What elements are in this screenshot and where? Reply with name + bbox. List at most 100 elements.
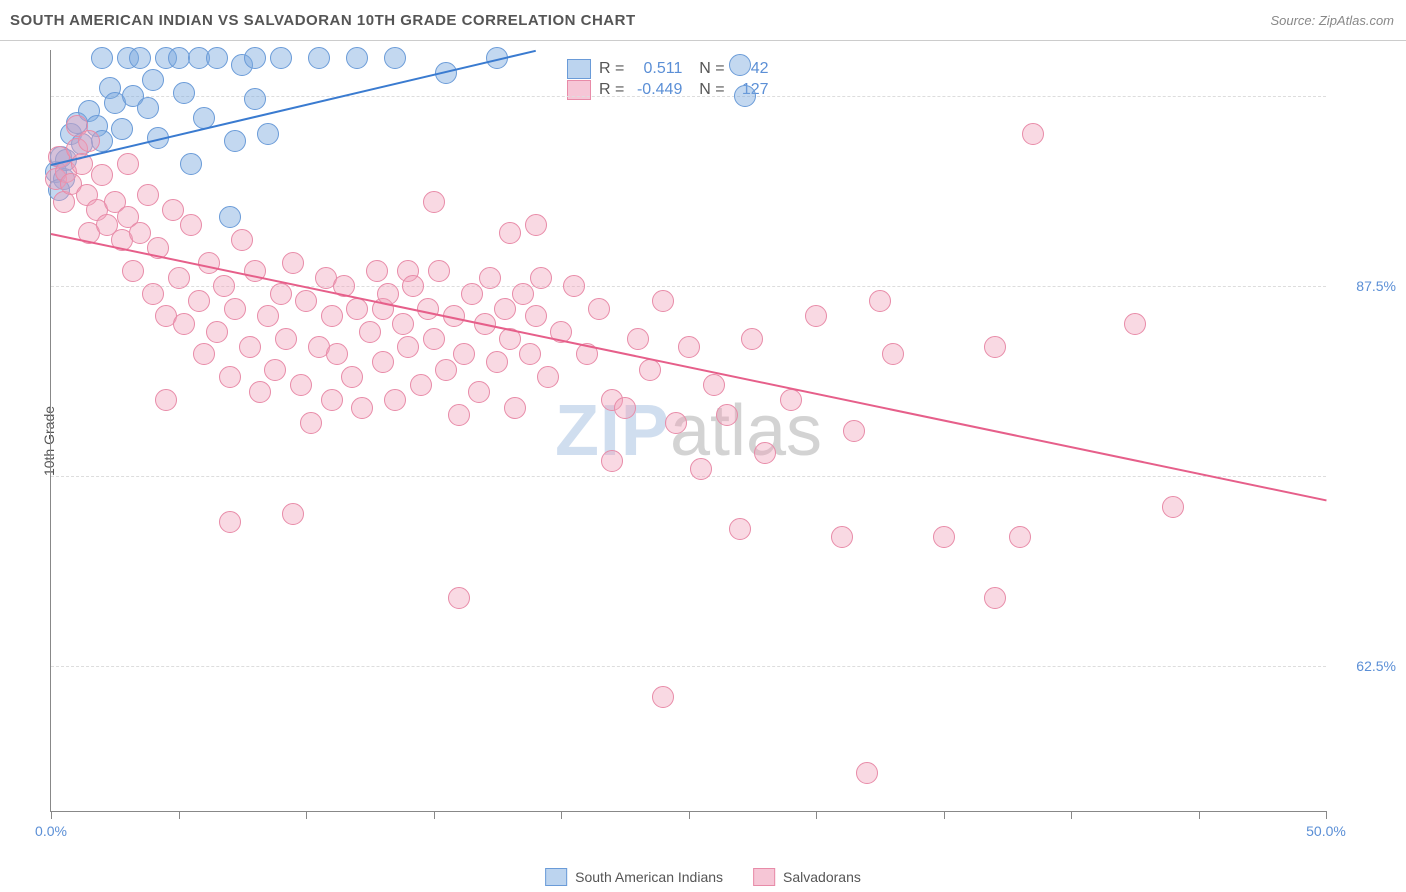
scatter-point	[729, 54, 751, 76]
scatter-point	[984, 587, 1006, 609]
scatter-point	[1162, 496, 1184, 518]
scatter-point	[244, 88, 266, 110]
scatter-point	[180, 153, 202, 175]
scatter-point	[428, 260, 450, 282]
scatter-point	[111, 118, 133, 140]
scatter-point	[264, 359, 286, 381]
scatter-point	[678, 336, 700, 358]
scatter-point	[402, 275, 424, 297]
scatter-point	[351, 397, 373, 419]
scatter-point	[219, 366, 241, 388]
scatter-point	[359, 321, 381, 343]
scatter-point	[308, 47, 330, 69]
x-tick	[306, 811, 307, 819]
scatter-point	[239, 336, 261, 358]
regression-line	[51, 233, 1326, 501]
scatter-point	[180, 214, 202, 236]
source-text: Source: ZipAtlas.com	[1270, 13, 1394, 28]
scatter-point	[137, 184, 159, 206]
stats-swatch	[567, 80, 591, 100]
scatter-point	[525, 305, 547, 327]
scatter-point	[193, 343, 215, 365]
legend-swatch	[545, 868, 567, 886]
scatter-point	[831, 526, 853, 548]
scatter-point	[882, 343, 904, 365]
scatter-point	[479, 267, 501, 289]
scatter-point	[734, 85, 756, 107]
scatter-point	[519, 343, 541, 365]
scatter-point	[219, 511, 241, 533]
scatter-point	[614, 397, 636, 419]
scatter-point	[856, 762, 878, 784]
scatter-point	[780, 389, 802, 411]
scatter-point	[869, 290, 891, 312]
scatter-point	[244, 47, 266, 69]
scatter-point	[461, 283, 483, 305]
gridline-h	[51, 96, 1326, 97]
scatter-point	[282, 252, 304, 274]
scatter-point	[525, 214, 547, 236]
scatter-point	[206, 47, 228, 69]
scatter-point	[198, 252, 220, 274]
scatter-point	[173, 313, 195, 335]
scatter-point	[117, 153, 139, 175]
scatter-point	[729, 518, 751, 540]
scatter-point	[423, 328, 445, 350]
scatter-point	[843, 420, 865, 442]
legend-label: South American Indians	[575, 869, 723, 885]
scatter-point	[468, 381, 490, 403]
scatter-point	[384, 389, 406, 411]
scatter-point	[410, 374, 432, 396]
x-tick	[434, 811, 435, 819]
stats-r-label: R =	[599, 60, 624, 78]
scatter-point	[652, 290, 674, 312]
gridline-h	[51, 286, 1326, 287]
scatter-point	[155, 389, 177, 411]
scatter-point	[224, 130, 246, 152]
x-tick	[816, 811, 817, 819]
scatter-point	[300, 412, 322, 434]
scatter-point	[741, 328, 763, 350]
x-tick	[1326, 811, 1327, 819]
scatter-point	[423, 191, 445, 213]
scatter-point	[321, 305, 343, 327]
scatter-point	[282, 503, 304, 525]
gridline-h	[51, 476, 1326, 477]
scatter-point	[188, 290, 210, 312]
chart-title: SOUTH AMERICAN INDIAN VS SALVADORAN 10TH…	[10, 12, 636, 29]
scatter-point	[129, 222, 151, 244]
scatter-point	[168, 47, 190, 69]
stats-r-value: 0.511	[632, 60, 682, 78]
scatter-point	[494, 298, 516, 320]
scatter-point	[397, 336, 419, 358]
scatter-point	[453, 343, 475, 365]
scatter-point	[321, 389, 343, 411]
plot-area: ZIPatlas R =0.511 N =42R =-0.449 N =127 …	[50, 50, 1326, 812]
scatter-point	[295, 290, 317, 312]
scatter-point	[91, 47, 113, 69]
scatter-point	[213, 275, 235, 297]
x-tick	[944, 811, 945, 819]
scatter-point	[162, 199, 184, 221]
scatter-point	[219, 206, 241, 228]
scatter-point	[448, 587, 470, 609]
scatter-point	[499, 222, 521, 244]
scatter-point	[341, 366, 363, 388]
stats-n-label: N =	[690, 60, 724, 78]
scatter-point	[173, 82, 195, 104]
scatter-point	[346, 298, 368, 320]
x-tick	[51, 811, 52, 819]
scatter-point	[346, 47, 368, 69]
scatter-point	[665, 412, 687, 434]
scatter-point	[754, 442, 776, 464]
scatter-point	[448, 404, 470, 426]
scatter-point	[512, 283, 534, 305]
scatter-point	[257, 305, 279, 327]
scatter-point	[530, 267, 552, 289]
legend-item: Salvadorans	[753, 868, 861, 886]
legend-label: Salvadorans	[783, 869, 861, 885]
scatter-point	[137, 97, 159, 119]
scatter-point	[588, 298, 610, 320]
scatter-point	[275, 328, 297, 350]
scatter-point	[1124, 313, 1146, 335]
